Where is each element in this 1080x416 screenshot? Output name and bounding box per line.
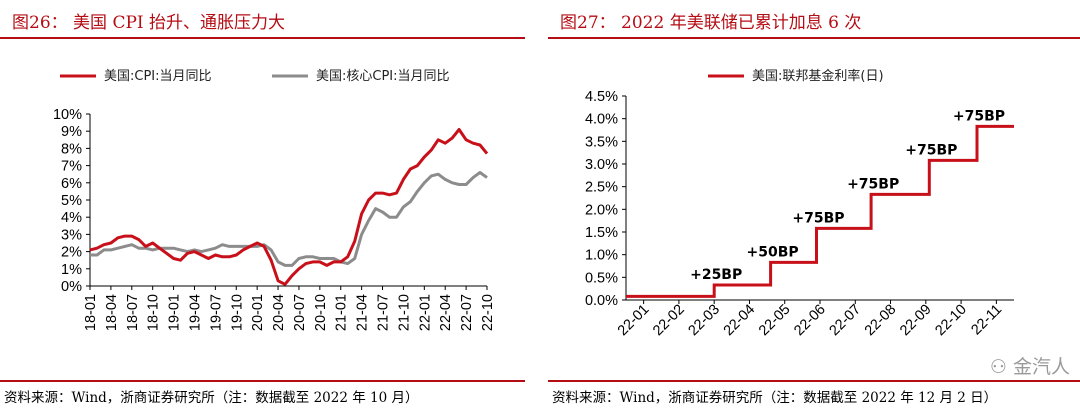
x-tick-label: 20-04 <box>271 294 287 331</box>
right-title-rule <box>548 37 1080 39</box>
fed-rate-annotations: +25BP +50BP +75BP +75BP +75BP +75BP <box>690 108 1005 283</box>
y-tick-label: 9% <box>61 124 82 140</box>
x-tick-label: 20-01 <box>250 294 266 331</box>
fed-rate-legend: 美国:联邦基金利率(日) <box>708 68 884 84</box>
left-panel: 图26： 美国 CPI 抬升、通胀压力大 美国:CPI:当月同比 美国:核心CP… <box>0 0 525 416</box>
right-panel: 图27： 2022 年美联储已累计加息 6 次 美国:联邦基金利率(日) 4.5… <box>548 0 1080 416</box>
x-tick-label: 21-04 <box>355 294 371 331</box>
hike-annotation: +25BP <box>690 267 742 283</box>
left-chart-title: 图26： 美国 CPI 抬升、通胀压力大 <box>12 13 286 33</box>
x-tick-label: 19-01 <box>167 294 183 331</box>
y-tick-label: 2.5% <box>585 180 618 196</box>
y-tick-label: 8% <box>61 141 82 157</box>
cpi-series <box>89 128 489 286</box>
y-tick-label: 1.0% <box>585 248 618 264</box>
cpi-line-chart: 美国:CPI:当月同比 美国:核心CPI:当月同比 10%9%8% 7%6%5%4… <box>53 69 496 331</box>
y-tick-label: 10% <box>53 107 82 123</box>
x-tick-label: 21-07 <box>376 294 392 331</box>
cpi-legend: 美国:CPI:当月同比 美国:核心CPI:当月同比 <box>60 69 450 84</box>
right-chart-title: 图27： 2022 年美联储已累计加息 6 次 <box>560 13 862 33</box>
wechat-icon: ⚇ <box>989 356 1007 378</box>
y-tick-label: 3.0% <box>585 157 618 173</box>
y-tick-label: 4.5% <box>585 89 618 105</box>
x-tick-label: 21-01 <box>334 294 350 331</box>
x-tick-label: 22-02 <box>650 302 688 340</box>
x-tick-label: 19-04 <box>187 294 203 331</box>
x-tick-label: 22-11 <box>968 302 1005 339</box>
x-tick-label: 18-04 <box>104 294 120 331</box>
hike-annotation: +75BP <box>953 108 1005 124</box>
y-tick-label: 7% <box>61 159 82 175</box>
x-tick-label: 18-10 <box>146 294 162 331</box>
x-tick-label: 19-07 <box>208 294 224 331</box>
x-tick-label: 20-07 <box>292 294 308 331</box>
series-line-fed-rate <box>626 124 1014 298</box>
legend-label-fed-rate: 美国:联邦基金利率(日) <box>752 68 884 84</box>
watermark: ⚇ 金汽人 <box>990 352 1070 379</box>
y-tick-label: 2.0% <box>585 202 618 218</box>
legend-label-cpi: 美国:CPI:当月同比 <box>104 69 212 84</box>
x-tick-label: 22-03 <box>685 302 723 340</box>
x-tick-label: 22-05 <box>756 302 794 340</box>
y-tick-label: 4.0% <box>585 112 618 128</box>
hike-annotation: +75BP <box>905 142 957 158</box>
y-tick-label: 5% <box>61 193 82 209</box>
hike-annotation: +75BP <box>792 210 844 226</box>
y-tick-label: 3% <box>61 227 82 243</box>
cpi-axes: 10%9%8% 7%6%5%4%3% 2%1%0%18-01 18-04 18-07 18… <box>53 107 496 331</box>
y-tick-label: 0.5% <box>585 270 618 286</box>
x-tick-label: 22-01 <box>615 302 653 340</box>
series-line-cpi <box>89 128 489 286</box>
x-tick-label: 22-04 <box>438 294 454 331</box>
fed-rate-chart: 美国:联邦基金利率(日) 4.5% 4.0% 3.5% 3.0% 2.5% 2.0% 1.5… <box>585 68 1014 340</box>
x-tick-label: 22-07 <box>827 302 865 340</box>
x-tick-label: 22-09 <box>897 302 935 340</box>
left-title-rule <box>0 37 525 39</box>
y-tick-label: 1.5% <box>585 225 618 241</box>
y-tick-label: 1% <box>61 262 82 278</box>
right-source-rule <box>548 380 1080 382</box>
y-tick-label: 4% <box>61 210 82 226</box>
x-tick-label: 22-01 <box>417 294 433 331</box>
fed-rate-series <box>626 124 1014 298</box>
watermark-text: 金汽人 <box>1012 356 1070 378</box>
x-tick-label: 21-10 <box>396 294 412 331</box>
x-tick-label: 22-04 <box>721 302 759 340</box>
x-tick-label: 20-10 <box>313 294 329 331</box>
x-tick-label: 22-08 <box>862 302 900 340</box>
y-tick-label: 0% <box>61 279 82 295</box>
y-tick-label: 0.0% <box>585 293 618 309</box>
left-source-note: 资料来源：Wind，浙商证券研究所（注：数据截至 2022 年 10 月） <box>4 390 419 406</box>
x-tick-label: 19-10 <box>229 294 245 331</box>
hike-annotation: +50BP <box>747 244 799 260</box>
left-source-rule <box>0 380 525 382</box>
legend-label-core-cpi: 美国:核心CPI:当月同比 <box>316 69 450 84</box>
x-tick-label: 22-06 <box>791 302 829 340</box>
y-tick-label: 2% <box>61 245 82 261</box>
x-tick-label: 18-07 <box>125 294 141 331</box>
series-line-core-cpi <box>90 171 488 267</box>
x-tick-label: 22-10 <box>932 302 970 340</box>
x-tick-label: 22-07 <box>459 294 475 331</box>
x-tick-label: 18-01 <box>83 294 99 331</box>
y-tick-label: 3.5% <box>585 134 618 150</box>
hike-annotation: +75BP <box>847 176 899 192</box>
right-source-note: 资料来源：Wind，浙商证券研究所（注：数据截至 2022 年 12 月 2 日… <box>552 390 998 406</box>
y-tick-label: 6% <box>61 176 82 192</box>
x-tick-label: 22-10 <box>480 294 496 331</box>
